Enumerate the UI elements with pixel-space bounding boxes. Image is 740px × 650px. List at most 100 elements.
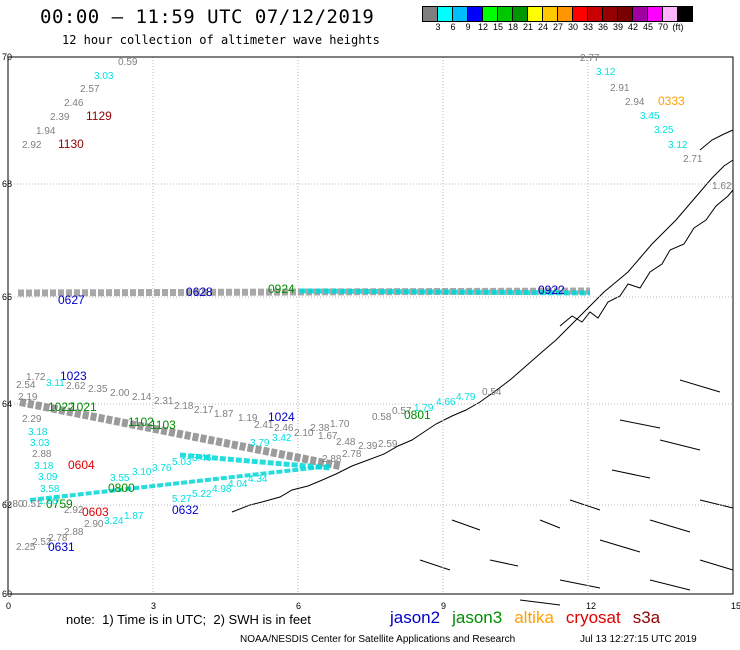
pass-time-label: 0631	[48, 540, 75, 554]
color-scale-label: 12	[477, 22, 488, 32]
longitude-tick-label: 6	[296, 601, 301, 611]
inland-contour	[539, 519, 561, 529]
page-title: 00:00 – 11:59 UTC 07/12/2019	[40, 6, 375, 28]
inland-contour	[649, 579, 691, 591]
pass-time-label: 0800	[108, 481, 135, 495]
legend-jason2: jason2	[390, 608, 441, 627]
wave-height-label: 2.94	[625, 97, 645, 108]
wave-height-label: 2.48	[336, 437, 356, 448]
color-scale-swatch	[632, 6, 648, 22]
credit-line: NOAA/NESDIS Center for Satellite Applica…	[240, 634, 516, 645]
wave-height-label: 2.46	[274, 423, 294, 434]
wave-height-label: 1.67	[318, 431, 338, 442]
longitude-tick-label: 3	[151, 601, 156, 611]
altimeter-track	[29, 464, 331, 502]
latitude-tick-label: 60	[2, 589, 12, 599]
inland-contour	[699, 559, 734, 571]
wave-height-label: 1.94	[36, 126, 56, 137]
wave-height-label: 1.72	[26, 372, 46, 383]
wave-height-label: 2.31	[154, 396, 174, 407]
wave-height-label: 3.03	[94, 71, 114, 82]
pass-time-label: 0627	[58, 293, 85, 307]
color-scale-swatch	[557, 6, 573, 22]
pass-time-label: 0604	[68, 458, 95, 472]
wave-height-label: 2.35	[88, 384, 108, 395]
wave-height-label: 2.38	[310, 423, 330, 434]
wave-height-label: 2.88	[64, 527, 84, 538]
color-scale-label: 24	[537, 22, 548, 32]
wave-height-label: 1.70	[330, 419, 350, 430]
pass-time-label: 0632	[172, 503, 199, 517]
wave-height-label: 1.19	[238, 413, 258, 424]
wave-height-label: 1.87	[124, 511, 144, 522]
wave-height-label: 3.12	[596, 67, 616, 78]
pass-time-label: 1129	[86, 109, 112, 123]
pass-time-label: 1023	[60, 369, 87, 383]
pass-time-label: 0759	[46, 497, 73, 511]
wave-height-label: 2.90	[84, 519, 104, 530]
color-scale-label: 15	[492, 22, 503, 32]
wave-height-label: 0.57	[392, 406, 412, 417]
wave-height-label: 2.59	[378, 439, 398, 450]
color-scale-swatch	[602, 6, 618, 22]
inland-contour	[679, 379, 721, 393]
wave-height-label: 4.79	[456, 392, 476, 403]
wave-height-label: 1.79	[414, 403, 434, 414]
pass-time-label: 0924	[268, 282, 295, 296]
longitude-tick-label: 15	[731, 601, 740, 611]
pass-time-label: 1024	[268, 410, 295, 424]
wave-height-label: 2.88	[32, 449, 52, 460]
wave-height-label: 2.46	[64, 98, 84, 109]
pass-time-label: 0801	[404, 408, 431, 422]
pass-time-label: 1021	[70, 400, 97, 414]
latitude-tick-label: 64	[2, 399, 12, 409]
color-scale-swatch	[617, 6, 633, 22]
wave-height-label: 4.04	[228, 479, 248, 490]
wave-height-label: 3.09	[38, 472, 58, 483]
wave-height-label: 4.98	[212, 484, 232, 495]
wave-height-label: 0.80	[4, 499, 24, 510]
color-scale-label: 30	[567, 22, 578, 32]
wave-height-label: 0.54	[482, 387, 502, 398]
coastline-north	[699, 129, 734, 151]
wave-height-label: 3.11	[46, 378, 65, 389]
coastline	[231, 159, 734, 513]
color-scale-label: 9	[465, 22, 471, 32]
inland-contour	[699, 499, 734, 509]
legend-s3a: s3a	[632, 608, 661, 627]
color-scale-label: 45	[642, 22, 653, 32]
color-scale-label: 6	[450, 22, 456, 32]
color-scale-swatch	[572, 6, 588, 22]
inland-contour	[659, 439, 701, 451]
color-scale-swatch	[497, 6, 513, 22]
wave-height-label: 3.45	[640, 111, 660, 122]
inland-contour	[519, 599, 561, 606]
wave-height-label: 2.71	[683, 154, 703, 165]
latitude-tick-label: 68	[2, 179, 12, 189]
inland-contour	[611, 469, 651, 479]
wave-height-label: 2.18	[174, 401, 194, 412]
pass-time-label: 0603	[82, 505, 109, 519]
wave-height-label: 1.26	[38, 496, 58, 507]
satellite-legend: jason2 jason3 altika cryosat s3a	[390, 608, 672, 628]
latitude-tick-label: 62	[2, 500, 12, 510]
wave-height-label: 2.54	[16, 380, 36, 391]
wave-height-label: 3.18	[28, 427, 48, 438]
pass-time-label: 0628	[186, 285, 213, 299]
map-frame	[7, 56, 734, 595]
wave-height-label: 2.00	[110, 388, 130, 399]
color-scale-label: 70	[657, 22, 668, 32]
wave-height-label: 2.41	[254, 420, 274, 431]
inland-contour	[619, 419, 661, 429]
coastline-inner	[559, 189, 734, 327]
wave-height-label: 2.17	[194, 405, 214, 416]
inland-contour	[559, 579, 601, 589]
color-scale-label: (ft)	[672, 22, 684, 32]
wave-height-label: 2.10	[294, 428, 314, 439]
inland-contour	[419, 559, 451, 571]
longitude-tick-label: 9	[441, 601, 446, 611]
latitude-tick-label: 70	[2, 52, 12, 62]
wave-height-label: 3.58	[40, 484, 60, 495]
pass-time-label: 1102	[128, 415, 154, 429]
legend-altika: altika	[514, 608, 554, 627]
